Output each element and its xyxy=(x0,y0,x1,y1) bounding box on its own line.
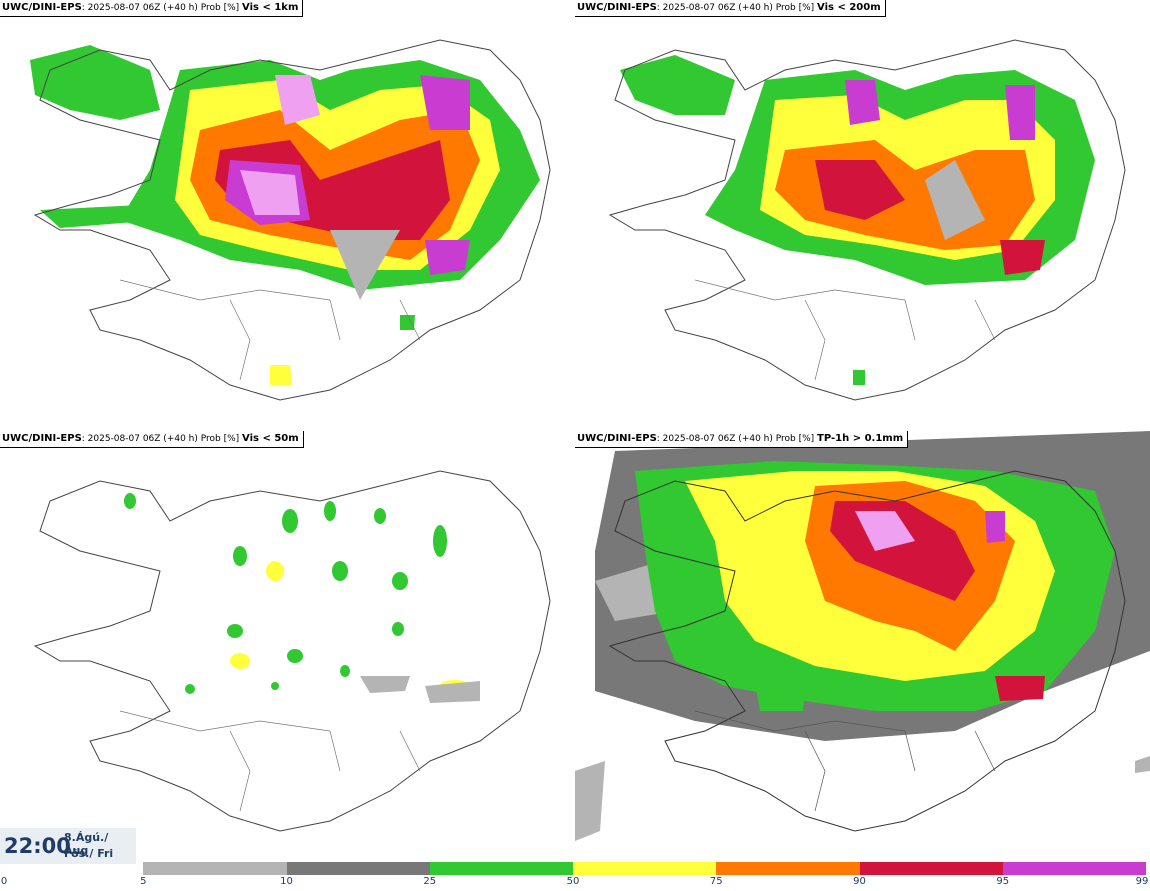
legend-swatch xyxy=(859,862,1003,875)
variable-name: Vis < 50m xyxy=(242,433,299,444)
legend-swatch xyxy=(286,862,430,875)
valid-time: 22:00 xyxy=(4,834,71,858)
model-name: UWC/DINI-EPS xyxy=(2,2,82,13)
valid-date: 8.Ágú./ Aug xyxy=(64,831,109,857)
legend-swatch xyxy=(0,862,144,875)
legend-tick-label: 10 xyxy=(280,876,293,887)
legend-swatch xyxy=(143,862,287,875)
model-name: UWC/DINI-EPS xyxy=(577,433,657,444)
map-panel-vis-200m: UWC/DINI-EPS: 2025-08-07 06Z (+40 h) Pro… xyxy=(575,0,1150,430)
run-info: : 2025-08-07 06Z (+40 h) Prob [%] xyxy=(656,3,815,13)
legend-tick-label: 95 xyxy=(996,876,1010,887)
legend-swatch xyxy=(716,862,860,875)
map-panel-vis-50m: UWC/DINI-EPS: 2025-08-07 06Z (+40 h) Pro… xyxy=(0,431,575,861)
legend-tick-label: 75 xyxy=(709,876,723,887)
legend-tick-label: 99 xyxy=(1135,876,1149,887)
legend-swatch xyxy=(1002,862,1146,875)
iceland-map xyxy=(575,431,1150,861)
run-info: : 2025-08-07 06Z (+40 h) Prob [%] xyxy=(81,434,240,444)
map-panel-tp-1h: UWC/DINI-EPS: 2025-08-07 06Z (+40 h) Pro… xyxy=(575,431,1150,861)
legend-tick-label: 25 xyxy=(423,876,437,887)
color-legend: 0 5 10 25 50 75 90 95 99 xyxy=(0,862,1150,891)
legend-swatch xyxy=(573,862,717,875)
legend-tick-label: 5 xyxy=(140,876,147,887)
run-info: : 2025-08-07 06Z (+40 h) Prob [%] xyxy=(656,434,815,444)
map-panel-vis-1km: UWC/DINI-EPS: 2025-08-07 06Z (+40 h) Pro… xyxy=(0,0,575,430)
run-info: : 2025-08-07 06Z (+40 h) Prob [%] xyxy=(81,3,240,13)
legend-tick-label: 90 xyxy=(853,876,866,887)
legend-tick-label: 0 xyxy=(0,876,8,887)
iceland-map xyxy=(608,39,1126,401)
variable-name: Vis < 1km xyxy=(242,2,299,13)
variable-name: Vis < 200m xyxy=(817,2,881,13)
valid-day: Fös./ Fri xyxy=(64,847,114,860)
iceland-map xyxy=(30,39,551,401)
valid-time-box: 22:00 8.Ágú./ Aug Fös./ Fri xyxy=(0,828,136,864)
model-name: UWC/DINI-EPS xyxy=(2,433,82,444)
legend-tick-label: 50 xyxy=(566,876,580,887)
panel-title: UWC/DINI-EPS: 2025-08-07 06Z (+40 h) Pro… xyxy=(0,431,304,448)
variable-name: TP-1h > 0.1mm xyxy=(817,433,904,444)
iceland-map xyxy=(33,470,551,832)
panel-title: UWC/DINI-EPS: 2025-08-07 06Z (+40 h) Pro… xyxy=(0,0,304,17)
model-name: UWC/DINI-EPS xyxy=(577,2,657,13)
legend-swatch xyxy=(429,862,573,875)
panel-title: UWC/DINI-EPS: 2025-08-07 06Z (+40 h) Pro… xyxy=(575,431,909,448)
panel-title: UWC/DINI-EPS: 2025-08-07 06Z (+40 h) Pro… xyxy=(575,0,886,17)
